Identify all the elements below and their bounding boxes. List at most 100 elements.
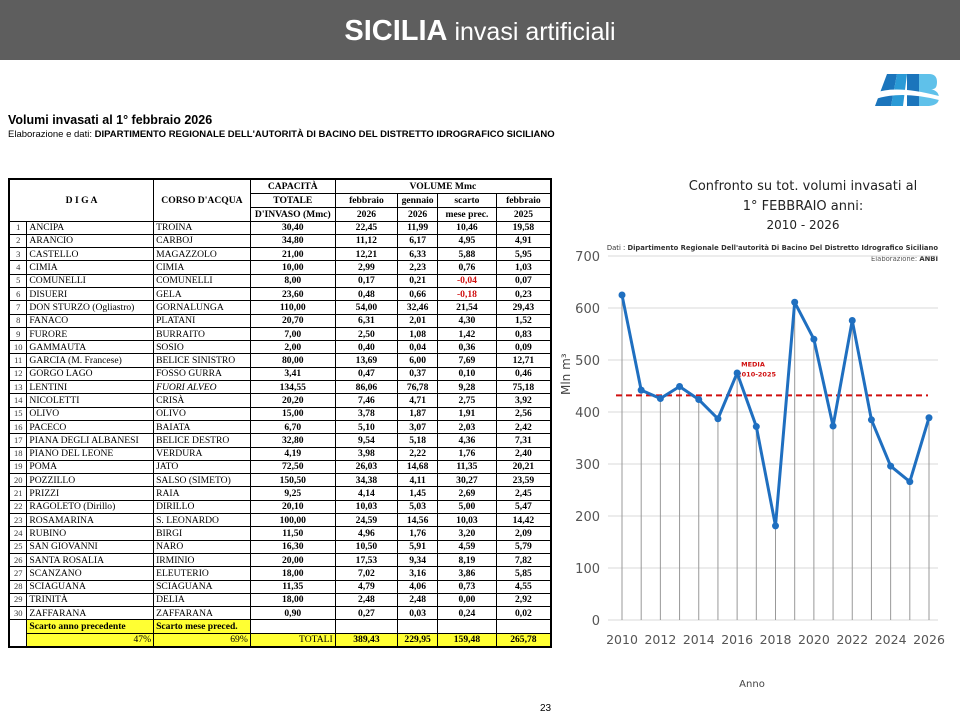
- capacita: 0,90: [249, 606, 336, 621]
- diga-name: POZZILLO: [26, 473, 155, 488]
- table-row: 14 NICOLETTI CRISÀ 20,20 7,46 4,71 2,75 3,92: [8, 393, 552, 408]
- diga-name: RUBINO: [26, 526, 155, 541]
- table-row: 28 SCIAGUANA SCIAGUANA 11,35 4,79 4,06 0,73 4,5…: [8, 579, 552, 594]
- scarto: 2,03: [437, 419, 497, 435]
- scarto: 1,76: [437, 446, 497, 461]
- corso-acqua: ZAFFARANA: [153, 606, 251, 621]
- feb-2025: 19,58: [495, 220, 552, 235]
- scarto: 3,86: [437, 566, 497, 581]
- average-label: 2010-2025: [737, 370, 776, 378]
- diga-name: TRINITÀ: [26, 592, 155, 608]
- feb-2025: 12,71: [495, 353, 552, 368]
- title-bar: SICILIA invasi artificiali: [0, 0, 960, 60]
- gen-2026: 14,56: [397, 513, 439, 528]
- feb-2025: 2,56: [495, 406, 552, 421]
- feb-2026: 22,45: [334, 220, 399, 235]
- diga-name: FANACO: [26, 313, 155, 328]
- capacita: 32,80: [249, 433, 336, 448]
- y-tick-label: 200: [575, 510, 600, 525]
- capacita: 20,70: [249, 313, 336, 328]
- diga-name: LENTINI: [26, 380, 155, 395]
- chart-note-1: Dati : Dipartimento Regionale Dell'autor…: [607, 244, 938, 252]
- y-tick-label: 300: [575, 458, 600, 473]
- feb-2025: 2,40: [495, 446, 552, 461]
- feb-2025: 2,09: [495, 526, 552, 541]
- scarto: 3,20: [437, 526, 497, 541]
- feb-2026: 10,03: [334, 499, 399, 515]
- table-row: 13 LENTINI FUORI ALVEO 134,55 86,06 76,78 9,28…: [8, 380, 552, 395]
- row-number: 15: [8, 406, 28, 421]
- corso-acqua: SOSIO: [153, 340, 251, 355]
- gen-2026: 4,71: [397, 393, 439, 408]
- feb-2025: 7,82: [495, 552, 552, 568]
- feb-2026: 13,69: [334, 353, 399, 368]
- data-point: [676, 383, 684, 391]
- y-tick-label: 400: [575, 406, 600, 421]
- table-row: 8 FANACO PLATANI 20,70 6,31 2,01 4,30 1,52: [8, 313, 552, 328]
- scarto: 4,36: [437, 433, 497, 448]
- gen-2026: 1,76: [397, 526, 439, 541]
- scarto: 5,88: [437, 247, 497, 262]
- header-col: 2026: [397, 206, 439, 222]
- gen-2026: 9,34: [397, 552, 439, 568]
- x-tick-label: 2014: [683, 632, 715, 647]
- feb-2025: 0,83: [495, 326, 552, 342]
- feb-2026: 3,98: [334, 446, 399, 461]
- data-point: [618, 291, 626, 299]
- diga-name: COMUNELLI: [26, 273, 155, 288]
- feb-2025: 29,43: [495, 300, 552, 315]
- scarto: 30,27: [437, 473, 497, 488]
- diga-name: FURORE: [26, 326, 155, 342]
- corso-acqua: VERDURA: [153, 446, 251, 461]
- feb-2026: 34,38: [334, 473, 399, 488]
- table-row: 5 COMUNELLI COMUNELLI 8,00 0,17 0,21 -0,04 0,07: [8, 273, 552, 288]
- gen-2026: 6,17: [397, 233, 439, 249]
- scarto: 4,95: [437, 233, 497, 249]
- corso-acqua: JATO: [153, 459, 251, 475]
- gen-2026: 1,45: [397, 486, 439, 501]
- gen-2026: 5,18: [397, 433, 439, 448]
- x-tick-label: 2026: [913, 632, 945, 647]
- diga-name: RAGOLETO (Dirillo): [26, 499, 155, 515]
- corso-acqua: BELICE DESTRO: [153, 433, 251, 448]
- scarto: 0,24: [437, 606, 497, 621]
- capacita: 15,00: [249, 406, 336, 421]
- capacita: 110,00: [249, 300, 336, 315]
- diga-name: CASTELLO: [26, 247, 155, 262]
- scarto: 0,36: [437, 340, 497, 355]
- gen-2026: 3,16: [397, 566, 439, 581]
- diga-name: GAMMAUTA: [26, 340, 155, 355]
- scarto: 4,30: [437, 313, 497, 328]
- scarto: 0,10: [437, 366, 497, 382]
- table-row: 30 ZAFFARANA ZAFFARANA 0,90 0,27 0,03 0,24 0,02: [8, 606, 552, 621]
- corso-acqua: OLIVO: [153, 406, 251, 421]
- scarto: 10,46: [437, 220, 497, 235]
- table-row: 23 ROSAMARINA S. LEONARDO 100,00 24,59 14,56 1…: [8, 513, 552, 528]
- data-point: [714, 415, 722, 423]
- gen-2026: 32,46: [397, 300, 439, 315]
- diga-name: DISUERI: [26, 286, 155, 302]
- x-axis-label: Anno: [739, 679, 765, 690]
- data-point: [906, 478, 914, 486]
- title-rest: invasi artificiali: [454, 18, 616, 46]
- row-number: 30: [8, 606, 28, 621]
- table-row: 22 RAGOLETO (Dirillo) DIRILLO 20,10 10,03 5,0…: [8, 499, 552, 515]
- diga-name: SAN GIOVANNI: [26, 539, 155, 554]
- row-number: 17: [8, 433, 28, 448]
- x-tick-label: 2012: [644, 632, 676, 647]
- chart-note-2: Elaborazione: ANBI: [871, 255, 938, 263]
- note2-label: Elaborazione:: [871, 255, 919, 263]
- row-number: 20: [8, 473, 28, 488]
- table-row: 16 PACECO BAIATA 6,70 5,10 3,07 2,03 2,42: [8, 419, 552, 435]
- scarto: 11,35: [437, 459, 497, 475]
- capacita: 16,30: [249, 539, 336, 554]
- table-row: 9 FURORE BURRAITO 7,00 2,50 1,08 1,42 0,83: [8, 326, 552, 342]
- gen-2026: 5,03: [397, 499, 439, 515]
- gen-2026: 6,33: [397, 247, 439, 262]
- diga-name: OLIVO: [26, 406, 155, 421]
- table-row: 17 PIANA DEGLI ALBANESI BELICE DESTRO 32,80…: [8, 433, 552, 448]
- row-number: 2: [8, 233, 28, 249]
- row-number: 14: [8, 393, 28, 408]
- scarto: 10,03: [437, 513, 497, 528]
- corso-acqua: BIRGI: [153, 526, 251, 541]
